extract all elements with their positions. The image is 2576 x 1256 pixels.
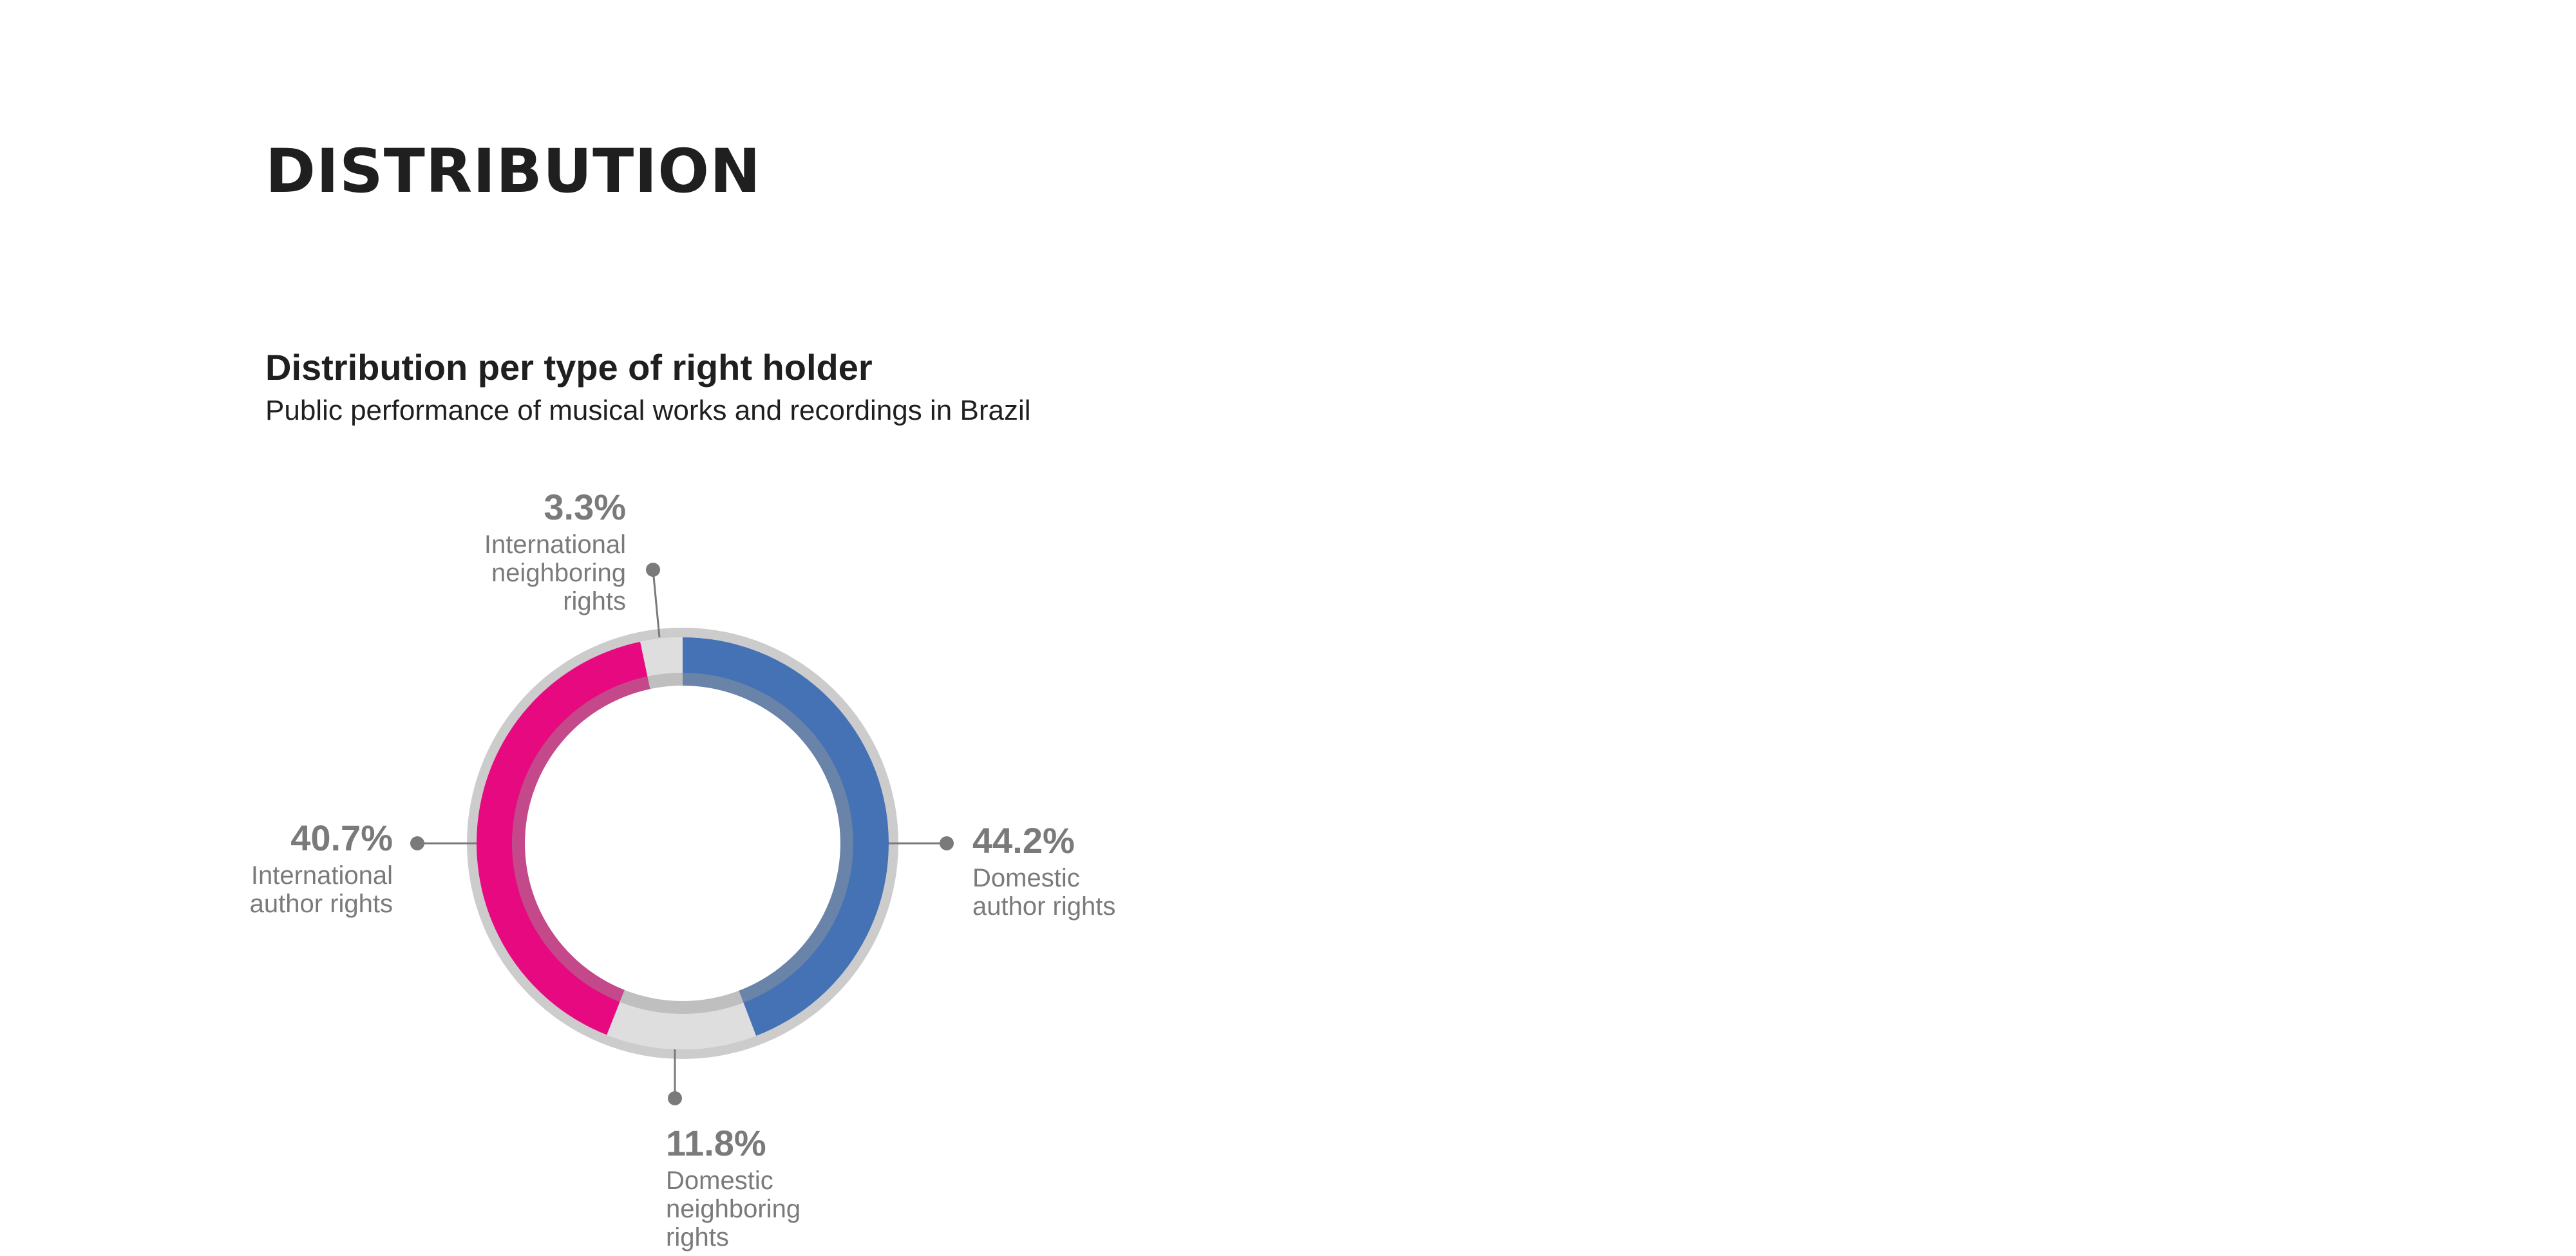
label-domestic-author-rights: 44.2% Domestic author rights [972, 823, 1115, 921]
leader-domestic-author-rights-dot [940, 836, 954, 850]
label-domestic-neighboring-rights: 11.8% Domestic neighboring rights [666, 1123, 801, 1252]
chart-title: Distribution per type of right holder [265, 347, 873, 388]
data-label-value: 40.7% [290, 818, 393, 858]
data-label-name: Domestic neighboring rights [666, 1167, 801, 1251]
data-label-value: 44.2% [972, 820, 1075, 861]
data-label-value: 11.8% [666, 1123, 766, 1163]
donut-slice-domestic-neighboring-rights [607, 989, 757, 1049]
label-international-neighboring-rights: 3.3% International neighboring rights [484, 487, 626, 616]
donut-slice-domestic-author-rights [683, 637, 889, 1036]
page-title: DISTRIBUTION [265, 136, 761, 207]
chart-subtitle: Public performance of musical works and … [265, 395, 1031, 426]
donut-slice-international-neighboring-rights [640, 637, 683, 689]
leader-domestic-neighboring-rights-dot [668, 1091, 682, 1105]
donut-slice-international-author-rights [477, 641, 650, 1035]
donut-outline-gap [477, 637, 889, 1049]
label-international-author-rights: 40.7% International author rights [249, 818, 393, 919]
leader-international-neighboring-rights-line [652, 569, 661, 638]
data-label-name: Domestic author rights [972, 864, 1116, 921]
data-label-name: International neighboring rights [484, 530, 626, 615]
data-label-value: 3.3% [544, 487, 626, 527]
leader-international-author-rights-dot [410, 836, 424, 850]
data-label-name: International author rights [249, 861, 393, 918]
leader-international-neighboring-rights-dot [646, 563, 660, 577]
